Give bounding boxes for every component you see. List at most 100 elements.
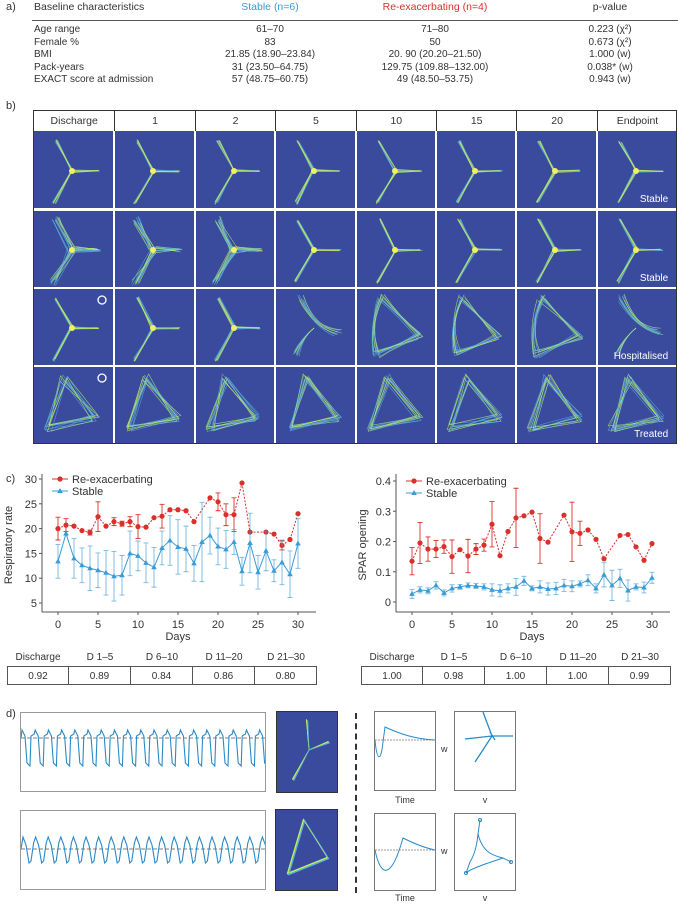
series-line-segment	[233, 482, 243, 515]
data-point	[561, 512, 567, 518]
center-hotspot	[632, 168, 639, 174]
series-line-segment	[491, 524, 501, 556]
data-point	[95, 567, 101, 573]
series-stable	[55, 501, 301, 602]
data-point	[295, 540, 301, 546]
y-tick-label: 10	[25, 573, 37, 585]
column-header: 5	[275, 111, 355, 131]
table-value: 0.89	[69, 666, 131, 685]
density-image	[356, 366, 435, 443]
density-image	[195, 131, 275, 208]
data-point	[295, 511, 301, 517]
data-point	[231, 512, 237, 518]
trace-path	[368, 377, 423, 430]
trace-path	[48, 381, 101, 426]
table-cell: 0.943 (w)	[589, 74, 631, 85]
data-point	[569, 529, 575, 535]
density-image	[115, 288, 194, 365]
series-line-segment	[249, 542, 259, 573]
density-image	[34, 131, 114, 208]
series-line-segment	[643, 543, 653, 561]
density-image: Treated	[597, 366, 677, 443]
breathing-trace-loop	[20, 810, 274, 890]
data-point	[279, 559, 285, 565]
x-tick-label: 10	[486, 619, 498, 631]
trace-path	[50, 216, 101, 283]
data-point	[577, 530, 583, 536]
center-hotspot	[311, 247, 318, 253]
trace-path	[210, 373, 260, 432]
series-line-segment	[257, 550, 267, 573]
data-point	[521, 577, 527, 583]
trace-path	[216, 297, 260, 361]
density-image	[34, 366, 114, 443]
column-header: 20	[516, 111, 596, 131]
v-axis-label-1: v	[482, 795, 488, 805]
density-image: Hospitalised	[597, 288, 677, 365]
trace-path	[454, 296, 497, 352]
trace-path	[457, 140, 500, 204]
model-time-plot-2	[374, 813, 436, 891]
data-point	[199, 538, 205, 544]
series-line-segment	[217, 501, 227, 515]
column-header: Discharge	[50, 115, 98, 127]
series-line-segment	[233, 541, 243, 572]
density-image	[276, 131, 355, 208]
trace-path	[373, 295, 418, 354]
density-image: Stable	[597, 131, 677, 208]
legend-label: Re-exacerbating	[72, 474, 153, 486]
trace-path	[376, 218, 420, 284]
center-hotspot	[230, 325, 237, 331]
trace-path	[371, 294, 424, 354]
trace-path	[531, 297, 579, 354]
x-axis-label: Days	[519, 631, 545, 643]
y-axis-label: Respiratory rate	[3, 506, 15, 584]
trace-path	[135, 139, 180, 204]
trace-path	[448, 373, 498, 426]
density-image	[517, 131, 596, 208]
data-point	[409, 558, 415, 564]
column-header: 10	[355, 111, 436, 131]
table-cell: 31 (23.50–64.75)	[231, 61, 309, 73]
trace-path	[448, 376, 502, 425]
data-point	[537, 583, 543, 589]
density-image	[356, 210, 435, 287]
trace-path	[532, 377, 578, 428]
data-point	[633, 583, 639, 589]
series-line-segment	[65, 533, 75, 559]
trace-path	[294, 221, 340, 282]
center-hotspot	[69, 325, 75, 331]
x-tick-label: 30	[646, 619, 658, 631]
trace-path	[287, 819, 329, 875]
table-cell: 71–80	[421, 24, 449, 35]
trace-path	[289, 375, 339, 428]
data-point	[513, 515, 519, 521]
center-hotspot	[150, 247, 157, 253]
density-image	[276, 210, 355, 287]
series-line-segment	[89, 516, 99, 533]
header-stable: Stable (n=6)	[241, 1, 299, 13]
trace-path	[54, 297, 99, 360]
trace-path	[452, 294, 500, 354]
series-line-segment	[289, 543, 299, 575]
trace-path	[607, 376, 663, 431]
w-axis-label-1: w	[441, 744, 448, 754]
center-hotspot	[552, 247, 559, 253]
data-point	[441, 544, 447, 550]
data-point	[617, 532, 623, 539]
model-phase-plot-2	[454, 813, 516, 891]
data-point	[127, 550, 133, 556]
endpoint-label: Hospitalised	[613, 351, 669, 362]
data-point	[441, 589, 447, 595]
table-cell: 129.75 (109.88–132.00)	[381, 61, 489, 73]
series-line-segment	[563, 514, 573, 533]
data-point	[497, 553, 503, 559]
time-axis-label-2: Time	[395, 893, 415, 903]
data-point	[633, 544, 639, 550]
table-value: 1.00	[361, 666, 423, 685]
x-axis-label: Days	[165, 631, 191, 643]
data-point	[103, 523, 109, 529]
legend-marker	[411, 478, 417, 484]
spar-opening-table: Discharge 1.00 D 1–5 0.98 D 6–10 1.00 D 11–20 1…	[361, 650, 671, 685]
center-hotspot	[150, 325, 157, 331]
